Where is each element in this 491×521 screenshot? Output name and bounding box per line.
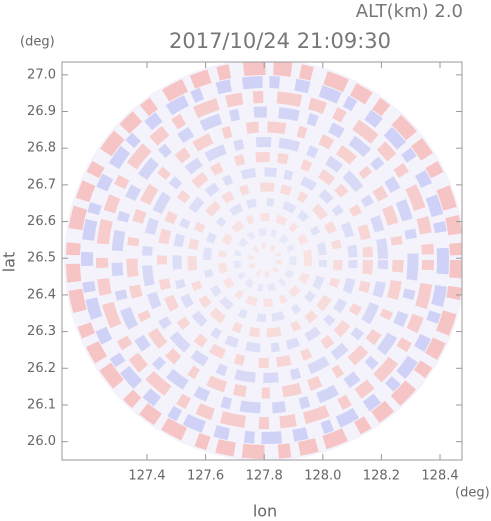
- plot-frame: [61, 61, 463, 461]
- y-tick-label: 26.7: [27, 177, 56, 192]
- x-tick-label: 127.6: [187, 469, 224, 484]
- y-tick-label: 26.3: [27, 324, 56, 339]
- y-unit: (deg): [20, 35, 55, 50]
- y-axis-label: lat: [0, 252, 19, 273]
- annotation: ALT(km) 2.0: [356, 1, 463, 22]
- y-tick-label: 26.9: [27, 104, 56, 119]
- chart-title: 2017/10/24 21:09:30: [169, 29, 391, 53]
- y-tick-label: 26.6: [27, 214, 56, 229]
- y-tick-label: 26.2: [27, 361, 56, 376]
- x-unit: (deg): [455, 486, 490, 501]
- y-tick-label: 26.0: [27, 434, 56, 449]
- x-tick-label: 128.2: [363, 469, 400, 484]
- y-tick-label: 26.8: [27, 141, 56, 156]
- x-tick-label: 127.4: [128, 469, 165, 484]
- y-tick-label: 26.4: [27, 287, 56, 302]
- y-tick-label: 26.1: [27, 397, 56, 412]
- x-tick-label: 128.0: [304, 469, 341, 484]
- x-tick-label: 128.4: [421, 469, 458, 484]
- y-tick-label: 26.5: [27, 251, 56, 266]
- radar-disk: [64, 62, 462, 460]
- x-axis-label: lon: [253, 502, 277, 521]
- x-tick-label: 127.8: [246, 469, 283, 484]
- y-tick-label: 27.0: [27, 67, 56, 82]
